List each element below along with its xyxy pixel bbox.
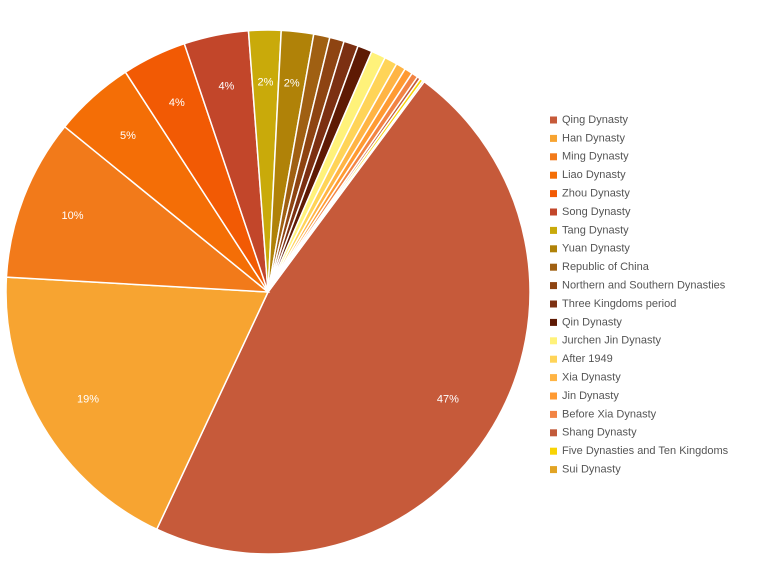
legend-label: Yuan Dynasty	[562, 243, 630, 255]
legend-label: Song Dynasty	[562, 206, 631, 218]
legend-label: Ming Dynasty	[562, 151, 629, 163]
legend-label: Northern and Southern Dynasties	[562, 280, 726, 292]
data-label: 19%	[77, 393, 99, 405]
legend-marker	[550, 392, 557, 400]
data-label: 47%	[437, 393, 459, 405]
data-label: 10%	[62, 210, 84, 222]
legend-label: Jurchen Jin Dynasty	[562, 335, 662, 347]
legend-marker	[550, 337, 557, 345]
legend-label: Xia Dynasty	[562, 372, 621, 384]
legend-marker	[550, 355, 557, 363]
legend-marker	[550, 208, 557, 216]
pie-slice	[267, 79, 426, 293]
data-label: 4%	[169, 97, 185, 109]
legend-marker	[550, 190, 557, 198]
legend-marker	[550, 410, 557, 418]
legend-label: Three Kingdoms period	[562, 298, 676, 310]
legend-label: Five Dynasties and Ten Kingdoms	[562, 445, 729, 457]
legend-marker	[550, 429, 557, 437]
legend-label: Before Xia Dynasty	[562, 408, 657, 420]
legend-label: Zhou Dynasty	[562, 188, 630, 200]
pie-slice	[5, 125, 271, 293]
legend-marker	[550, 153, 557, 161]
legend-marker	[550, 245, 557, 253]
legend-label: Republic of China	[562, 261, 650, 273]
legend-marker	[550, 134, 557, 142]
legend-marker	[550, 116, 557, 124]
legend-label: Shang Dynasty	[562, 427, 637, 439]
legend-marker	[550, 300, 557, 308]
legend-label: After 1949	[562, 353, 613, 365]
legend-label: Tang Dynasty	[562, 224, 629, 236]
pie-slice	[5, 276, 270, 531]
legend-marker	[550, 318, 557, 326]
pie-slice	[155, 80, 531, 555]
legend-marker	[550, 171, 557, 179]
legend-label: Jin Dynasty	[562, 390, 619, 402]
data-label: 2%	[284, 78, 300, 90]
data-label: 2%	[258, 76, 274, 88]
legend-label: Sui Dynasty	[562, 464, 621, 476]
legend-marker	[550, 466, 557, 474]
legend-label: Liao Dynasty	[562, 169, 626, 181]
legend-label: Han Dynasty	[562, 132, 625, 144]
legend-marker	[550, 374, 557, 382]
legend-marker	[550, 282, 557, 290]
legend-marker	[550, 226, 557, 234]
legend-label: Qing Dynasty	[562, 114, 629, 126]
data-label: 5%	[120, 130, 136, 142]
legend-label: Qin Dynasty	[562, 316, 622, 328]
legend-marker	[550, 263, 557, 271]
data-label: 4%	[218, 80, 234, 92]
legend-marker	[550, 447, 557, 455]
